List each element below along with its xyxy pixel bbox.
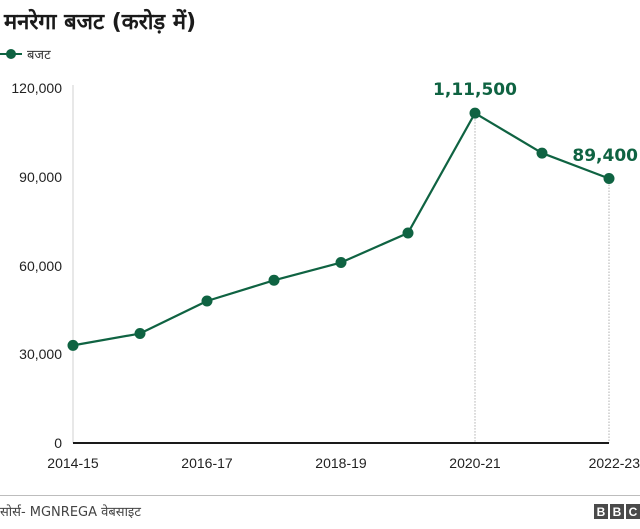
y-tick-label: 30,000 [19,346,62,363]
bbc-logo-letter: B [594,504,608,519]
legend: बजट [0,44,51,64]
data-point-marker [335,257,347,269]
y-tick-label: 60,000 [19,257,62,274]
x-tick-label: 2018-19 [315,455,367,471]
y-tick-label: 0 [54,435,62,451]
value-annotation: 89,400 [572,145,638,166]
data-point-marker [469,107,481,119]
x-tick-label: 2020-21 [449,455,501,471]
y-tick-label: 120,000 [11,80,62,96]
data-point-marker [67,339,79,351]
data-point-marker [134,328,146,340]
value-annotation: 1,11,500 [433,80,517,101]
legend-line-marker-icon [0,47,22,61]
source-note: सोर्स- MGNREGA वेबसाइट [0,505,141,520]
chart-title: मनरेगा बजट (करोड़ में) [4,10,197,35]
x-tick-label: 2016-17 [181,455,233,471]
x-tick-label: 2014-15 [47,455,99,471]
bbc-logo: B B C [594,504,640,519]
bbc-logo-letter: C [626,504,640,519]
series-line [72,112,610,347]
data-point-marker [536,147,548,159]
data-point-marker [268,274,280,286]
bbc-logo-letter: B [610,504,624,519]
legend-label: बजट [27,48,51,63]
y-tick-label: 90,000 [19,168,62,185]
data-point-marker [201,295,213,307]
data-point-marker [402,227,414,239]
x-tick-label: 2022-23 [588,455,640,471]
footer-divider [0,495,640,496]
data-point-marker [603,173,615,185]
